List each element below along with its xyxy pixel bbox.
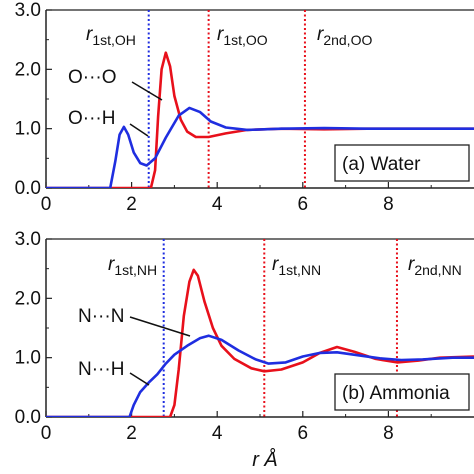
vline-label-sub: 1st,NN <box>278 262 321 278</box>
panel-label: (b) Ammonia <box>342 383 450 404</box>
series-label-nn: N···N <box>78 306 124 327</box>
panel-label-box <box>334 373 470 411</box>
annotation-pointer <box>131 81 163 101</box>
y-tick-label: 0.0 <box>15 407 41 428</box>
vline-label-main: r <box>272 254 279 275</box>
annotation-pointer <box>129 372 150 386</box>
x-axis-title: r Å <box>252 448 278 471</box>
annotation-pointer <box>129 123 149 137</box>
y-tick-label: 3.0 <box>15 229 41 250</box>
vline-label-sub: 1st,OO <box>223 32 267 48</box>
vline-label-main: r <box>317 24 324 45</box>
vline-label: r2nd,NN <box>408 254 462 278</box>
vline-label-sub: 2nd,NN <box>414 262 461 278</box>
x-tick-label: 4 <box>212 423 223 444</box>
series-label-nh: N···H <box>78 359 124 380</box>
y-tick-label: 3.0 <box>15 0 41 21</box>
x-tick-label: 2 <box>126 423 137 444</box>
vline-label: r1st,NN <box>272 254 321 278</box>
series-line-OH <box>46 106 474 188</box>
annotation-pointer <box>129 316 191 337</box>
series-line-NH <box>46 334 474 417</box>
y-tick-label: 1.0 <box>15 348 41 369</box>
vline-label: r1st,OO <box>217 24 268 48</box>
vline-label: r1st,OH <box>86 24 136 48</box>
vline-label: r2nd,OO <box>317 24 372 48</box>
vline-label-main: r <box>217 24 224 45</box>
y-tick-label: 2.0 <box>15 59 41 80</box>
x-tick-label: 6 <box>298 194 309 215</box>
vline-label-main: r <box>108 254 115 275</box>
x-tick-label: 8 <box>383 194 394 215</box>
x-tick-label: 0 <box>41 423 52 444</box>
y-tick-label: 0.0 <box>15 178 41 199</box>
x-tick-label: 0 <box>41 194 52 215</box>
series-label-oh: O···H <box>68 108 115 129</box>
vline-label-sub: 1st,OH <box>92 32 136 48</box>
vline-label-main: r <box>408 254 415 275</box>
series-label-oo: O···O <box>68 67 117 88</box>
x-tick-label: 6 <box>298 423 309 444</box>
panel-label-box <box>334 144 470 182</box>
vline-label-sub: 1st,NH <box>114 262 157 278</box>
vline-label-sub: 2nd,OO <box>323 32 372 48</box>
vline-label-main: r <box>86 24 93 45</box>
x-tick-label: 8 <box>383 423 394 444</box>
panel-label: (a) Water <box>342 154 421 175</box>
x-tick-label: 4 <box>212 194 223 215</box>
vline-label: r1st,NH <box>108 254 157 278</box>
y-tick-label: 2.0 <box>15 288 41 309</box>
y-tick-label: 1.0 <box>15 119 41 140</box>
x-tick-label: 2 <box>126 194 137 215</box>
